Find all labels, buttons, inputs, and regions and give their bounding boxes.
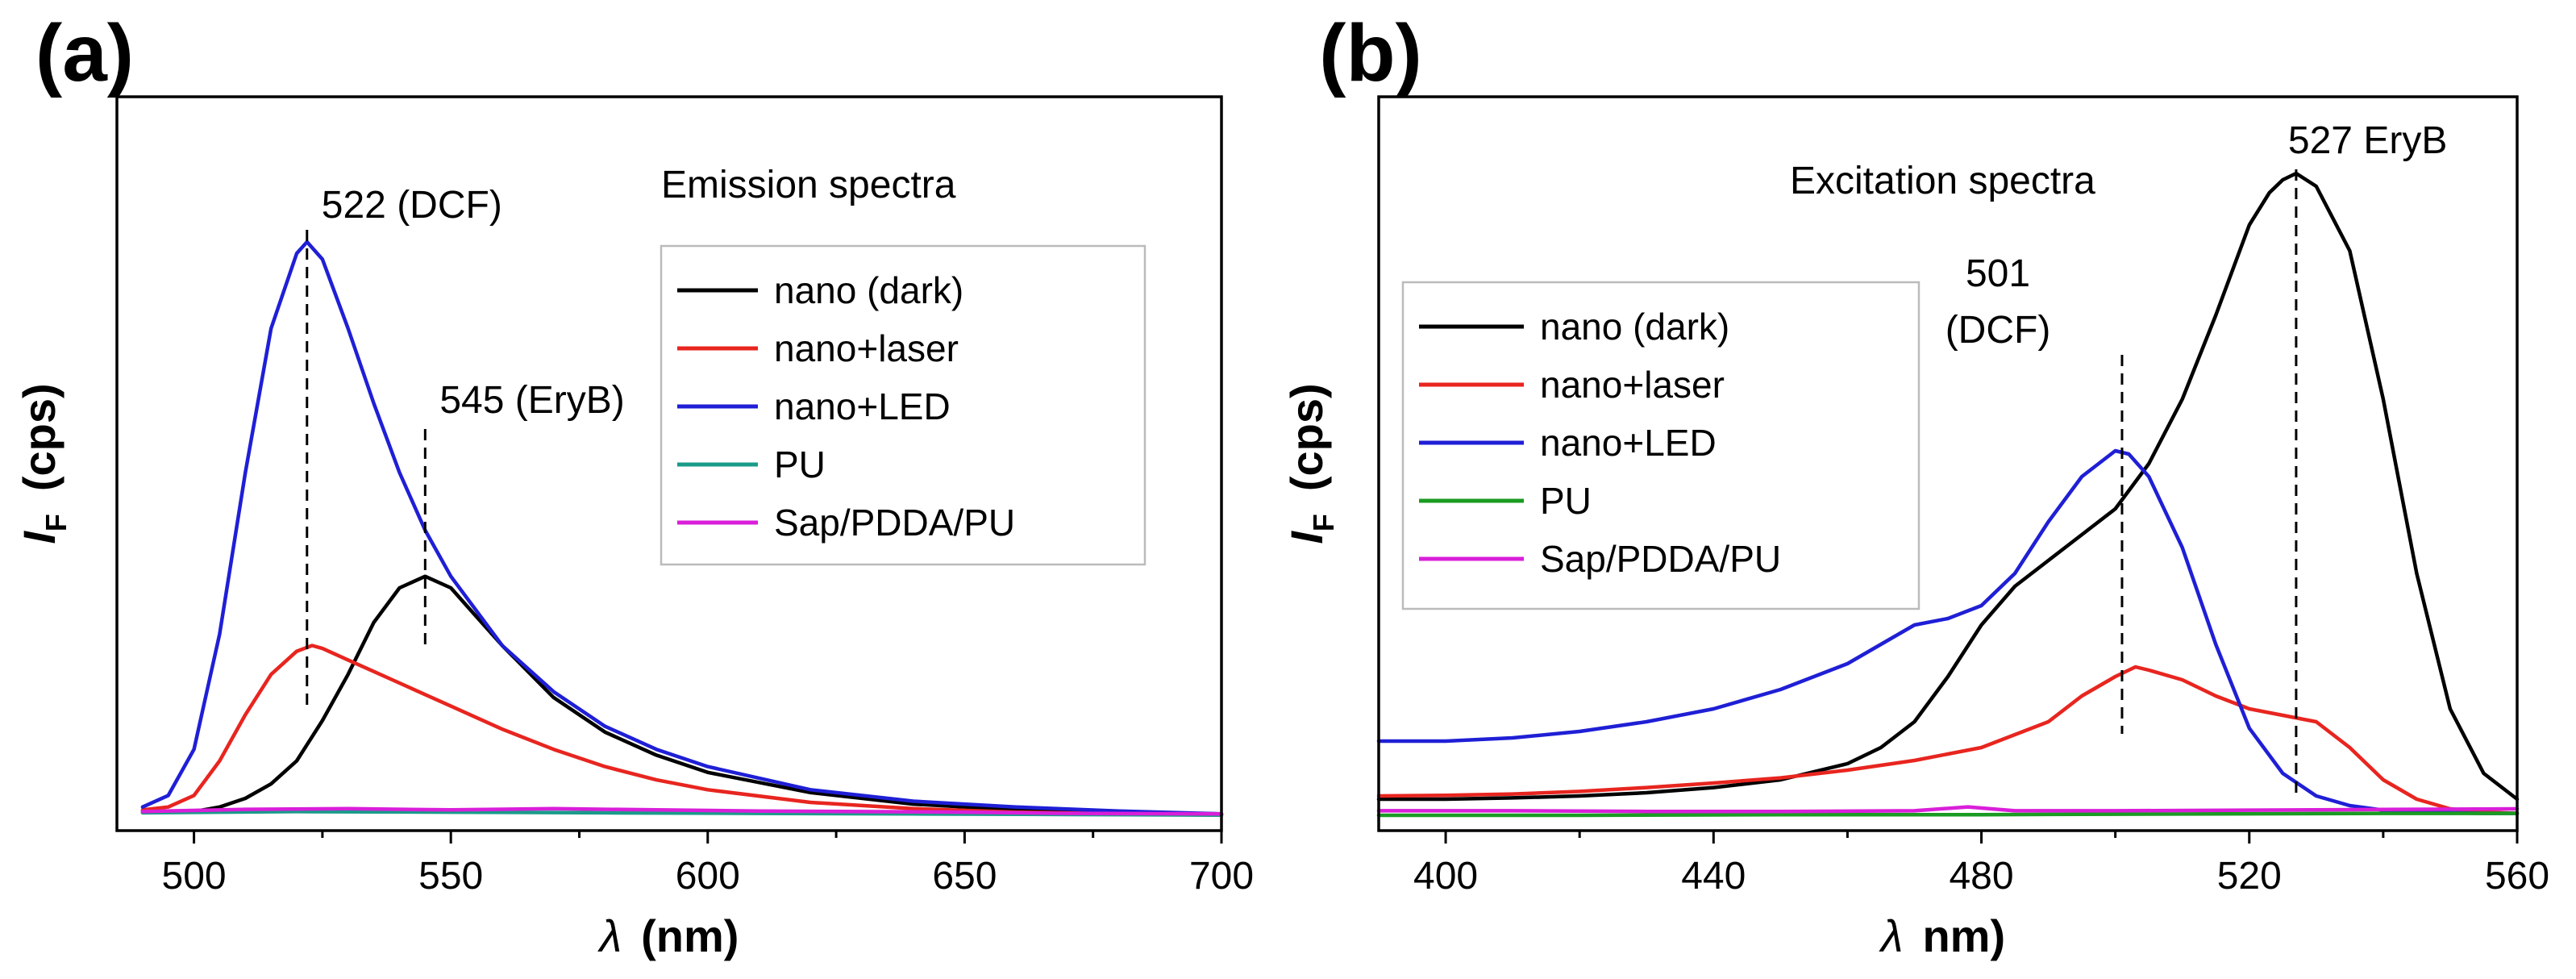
series-line-2 xyxy=(1376,448,2520,815)
series-line-3 xyxy=(1376,811,2520,818)
series-line-0 xyxy=(1376,171,2520,802)
peak-annotation-0: 501 xyxy=(1966,252,2030,295)
legend-box xyxy=(1401,281,1921,610)
x-tick-label-3: 650 xyxy=(932,855,997,898)
x-tick-label-2: 600 xyxy=(676,855,740,898)
legend-label-2: nano+LED xyxy=(1540,422,1717,464)
legend: nano (dark) nano+laser nano+LED PU Sap/PDDA/… xyxy=(1401,281,1921,610)
x-axis-label: λ nm) xyxy=(1879,910,2005,961)
x-tick-label-1: 550 xyxy=(418,855,483,898)
legend-label-4: Sap/PDDA/PU xyxy=(1540,538,1781,580)
series-line-1 xyxy=(140,644,1224,817)
legend-label-1: nano+laser xyxy=(774,327,959,369)
legend-label-0: nano (dark) xyxy=(774,269,963,311)
series-line-2 xyxy=(140,240,1224,816)
legend-label-3: PU xyxy=(1540,480,1592,522)
series-line-4 xyxy=(1376,805,2520,814)
x-tick-label-1: 440 xyxy=(1681,855,1746,898)
legend-label-4: Sap/PDDA/PU xyxy=(774,502,1015,544)
x-tick-label-0: 500 xyxy=(162,855,227,898)
plot-frame xyxy=(1377,95,2519,832)
x-axis-label: λ (nm) xyxy=(597,910,739,961)
legend-label-3: PU xyxy=(774,444,826,485)
peak-annotation-1: 527 EryB xyxy=(2288,119,2447,162)
peak-annotation-1: 545 (EryB) xyxy=(439,379,624,422)
x-tick-label-3: 520 xyxy=(2217,855,2282,898)
plot-frame xyxy=(115,95,1223,832)
peak-annotation-sub-0: (DCF) xyxy=(1946,309,2051,352)
series-line-1 xyxy=(1376,664,2520,815)
x-tick-label-0: 400 xyxy=(1413,855,1478,898)
panel-label: (b) xyxy=(1319,8,1422,98)
legend-label-2: nano+LED xyxy=(774,385,951,427)
chart-panel-1: 400 440 480 520 560 (b) λ nm) IF(cps) Excitation … xyxy=(1281,8,2549,961)
series-line-4 xyxy=(140,806,1224,816)
y-axis-label: IF(cps) xyxy=(14,383,73,544)
peak-annotation-0: 522 (DCF) xyxy=(322,184,502,227)
chart-panel-0: 500 550 600 650 700 (a) λ (nm) IF(cps) Emission s… xyxy=(14,8,1254,961)
chart-title: Excitation spectra xyxy=(1790,160,2095,202)
panel-label: (a) xyxy=(35,8,134,98)
x-tick-label-4: 700 xyxy=(1189,855,1254,898)
series-line-0 xyxy=(140,574,1224,816)
x-tick-label-4: 560 xyxy=(2485,855,2549,898)
legend-label-0: nano (dark) xyxy=(1540,306,1729,348)
legend-label-1: nano+laser xyxy=(1540,364,1725,406)
y-axis-label: IF(cps) xyxy=(1281,383,1340,544)
legend: nano (dark) nano+laser nano+LED PU Sap/PDDA/… xyxy=(660,244,1147,566)
chart-title: Emission spectra xyxy=(661,164,956,206)
x-tick-label-2: 480 xyxy=(1949,855,2013,898)
